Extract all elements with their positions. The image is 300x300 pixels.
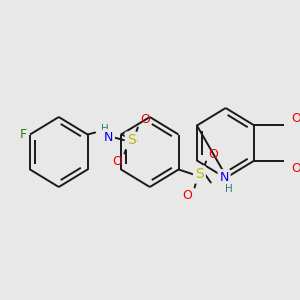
Text: H: H bbox=[101, 124, 109, 134]
Text: H: H bbox=[225, 184, 233, 194]
Text: F: F bbox=[20, 128, 27, 141]
Text: S: S bbox=[127, 134, 136, 148]
Text: S: S bbox=[195, 167, 204, 182]
Text: O: O bbox=[291, 161, 300, 175]
Text: O: O bbox=[182, 189, 192, 202]
Text: N: N bbox=[219, 171, 229, 184]
Text: O: O bbox=[112, 155, 122, 168]
Text: N: N bbox=[104, 131, 113, 144]
Text: O: O bbox=[209, 148, 219, 161]
Text: O: O bbox=[291, 112, 300, 124]
Text: O: O bbox=[140, 113, 150, 126]
